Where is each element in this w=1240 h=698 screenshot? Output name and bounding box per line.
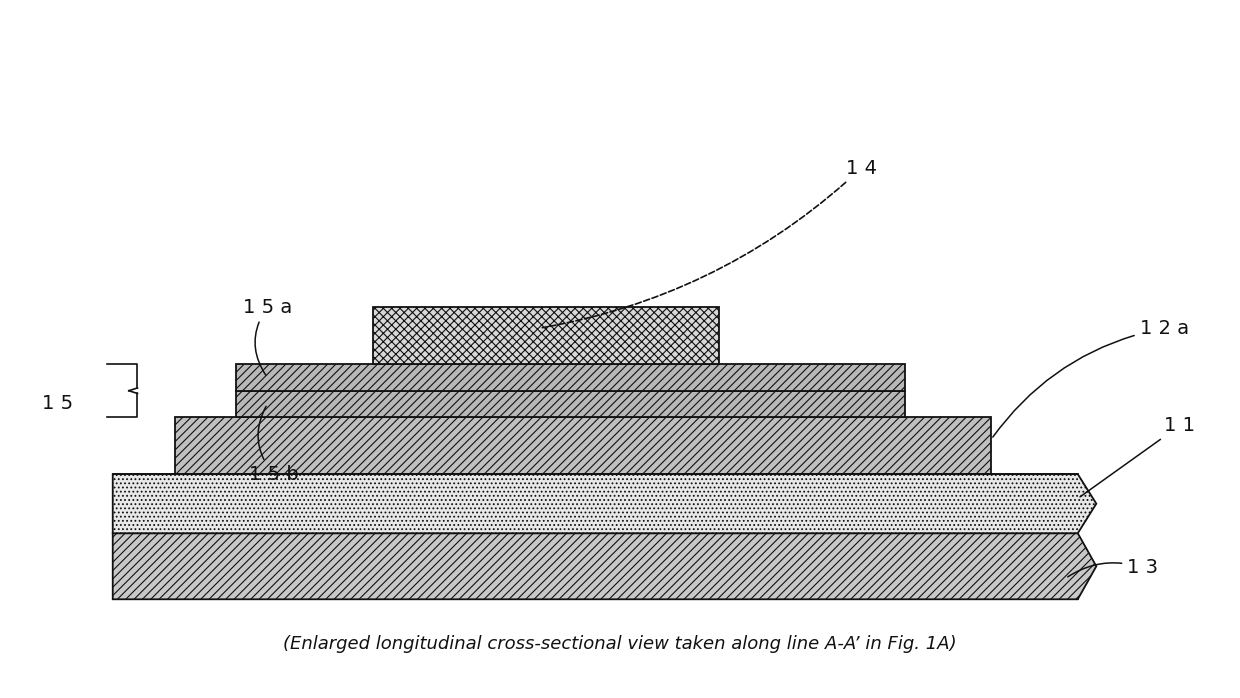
Bar [113, 474, 1078, 533]
Text: 1 5 b: 1 5 b [249, 406, 299, 484]
Bar [113, 533, 1078, 600]
Text: 1 5 a: 1 5 a [243, 298, 291, 376]
Bar [237, 364, 904, 391]
Bar [175, 417, 991, 474]
Bar [237, 391, 904, 417]
Text: 1 5: 1 5 [41, 394, 73, 413]
Text: 1 1: 1 1 [1080, 416, 1195, 497]
Polygon shape [113, 533, 1096, 600]
Polygon shape [113, 474, 1096, 533]
Text: (Enlarged longitudinal cross-sectional view taken along line A-A’ in Fig. 1A): (Enlarged longitudinal cross-sectional v… [283, 635, 957, 653]
Text: 1 4: 1 4 [542, 158, 877, 327]
Text: 1 2 a: 1 2 a [993, 319, 1189, 437]
Text: 1 3: 1 3 [1068, 558, 1158, 577]
Bar [372, 307, 719, 364]
